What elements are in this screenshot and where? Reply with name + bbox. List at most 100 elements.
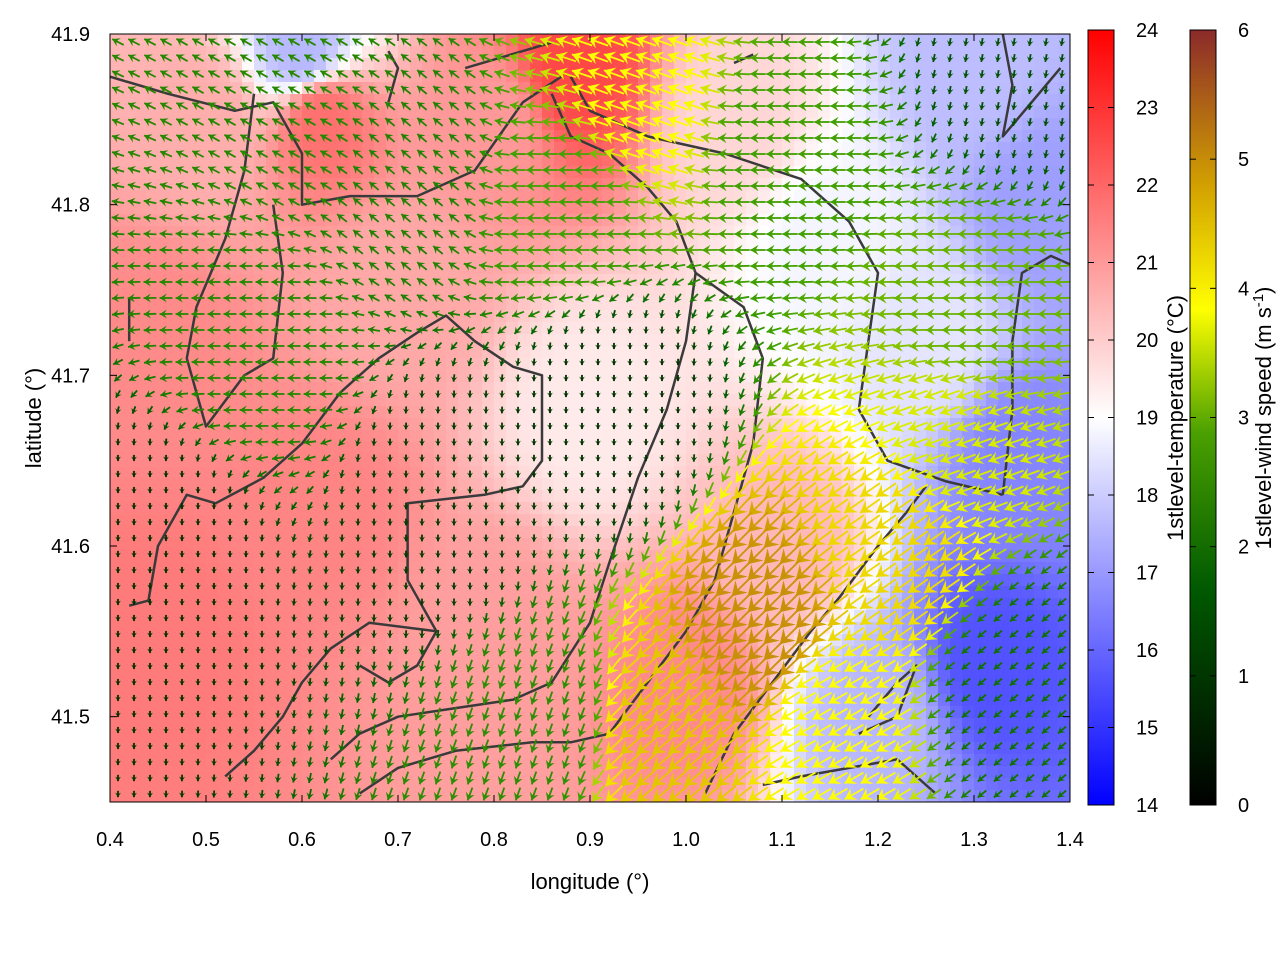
temperature-cell — [218, 742, 231, 755]
temperature-cell — [422, 346, 435, 359]
temperature-cell — [410, 574, 423, 587]
temperature-cell — [350, 526, 363, 539]
temperature-cell — [566, 454, 579, 467]
temperature-cell — [710, 394, 723, 407]
temperature-cell — [218, 502, 231, 515]
temperature-cell — [182, 766, 195, 779]
temperature-cell — [422, 454, 435, 467]
temperature-cell — [326, 562, 339, 575]
temperature-cell — [350, 454, 363, 467]
temperature-cell — [794, 190, 807, 203]
temperature-cell — [806, 166, 819, 179]
temperature-cell — [518, 574, 531, 587]
temperature-cell — [938, 622, 951, 635]
temperature-cell — [338, 550, 351, 563]
temperature-cell — [134, 718, 147, 731]
temperature-cell — [614, 466, 627, 479]
temperature-cell — [338, 490, 351, 503]
temperature-cell — [146, 466, 159, 479]
temperature-cell — [122, 430, 135, 443]
temperature-cell — [1010, 34, 1023, 47]
temperature-cell — [902, 34, 915, 47]
temperature-cell — [458, 454, 471, 467]
temperature-cell — [506, 538, 519, 551]
temperature-cell — [194, 646, 207, 659]
temperature-cell — [314, 526, 327, 539]
temperature-cell — [134, 706, 147, 719]
temperature-cell — [614, 226, 627, 239]
temperature-cell — [482, 466, 495, 479]
temperature-cell — [986, 574, 999, 587]
temperature-cell — [674, 322, 687, 335]
temperature-cell — [878, 334, 891, 347]
temperature-cell — [806, 130, 819, 143]
temperature-cell — [950, 34, 963, 47]
temperature-cell — [278, 322, 291, 335]
temperature-cell — [110, 670, 123, 683]
temperature-cell — [326, 310, 339, 323]
temperature-cell — [230, 670, 243, 683]
temperature-cell — [422, 142, 435, 155]
temperature-cell — [170, 610, 183, 623]
temperature-cell — [974, 190, 987, 203]
temperature-cell — [482, 442, 495, 455]
temperature-cell — [350, 658, 363, 671]
temperature-cell — [326, 718, 339, 731]
temperature-cell — [302, 634, 315, 647]
temperature-cell — [542, 358, 555, 371]
temperature-cell — [146, 706, 159, 719]
temperature-cell — [326, 550, 339, 563]
temperature-cell — [194, 34, 207, 47]
temperature-cell — [278, 46, 291, 59]
temperature-cell — [134, 622, 147, 635]
temperature-cell — [230, 598, 243, 611]
temperature-cell — [230, 310, 243, 323]
temperature-cell — [146, 526, 159, 539]
temperature-cell — [950, 310, 963, 323]
temperature-cell — [278, 778, 291, 791]
temperature-cell — [326, 622, 339, 635]
temperature-cell — [554, 574, 567, 587]
temperature-cell — [230, 262, 243, 275]
temperature-cell — [1022, 334, 1035, 347]
temperature-cell — [170, 742, 183, 755]
temperature-cell — [290, 778, 303, 791]
temperature-cell — [242, 718, 255, 731]
temperature-cell — [314, 202, 327, 215]
temperature-cell — [806, 262, 819, 275]
temperature-cell — [626, 430, 639, 443]
temperature-cell — [626, 310, 639, 323]
temperature-cell — [230, 58, 243, 71]
temperature-cell — [986, 34, 999, 47]
temperature-cell — [698, 430, 711, 443]
temperature-cell — [194, 634, 207, 647]
temperature-cell — [242, 34, 255, 47]
temperature-cell — [758, 130, 771, 143]
temperature-cell — [110, 610, 123, 623]
temperature-cell — [230, 718, 243, 731]
temperature-cell — [518, 538, 531, 551]
temperature-cell — [194, 562, 207, 575]
temperature-cell — [542, 106, 555, 119]
temperature-cell — [278, 670, 291, 683]
temperature-cell — [722, 94, 735, 107]
temperature-cell — [446, 454, 459, 467]
temperature-cell — [554, 502, 567, 515]
temperature-cell — [1046, 238, 1059, 251]
temperature-cell — [554, 466, 567, 479]
temperature-cell — [650, 346, 663, 359]
plot-area: 0.4 0.5 0.6 0.7 0.8 0.9 1.0 1.1 1.2 1.3 1.4 41.541… — [51, 24, 1084, 851]
temperature-cell — [614, 214, 627, 227]
temperature-cell — [422, 94, 435, 107]
temperature-cell — [674, 406, 687, 419]
temperature-cell — [470, 574, 483, 587]
temperature-cell — [710, 178, 723, 191]
temperature-cell — [1046, 94, 1059, 107]
temperature-cell — [182, 682, 195, 695]
temperature-cell — [602, 454, 615, 467]
temperature-cell — [806, 106, 819, 119]
temperature-cell — [386, 502, 399, 515]
temperature-cell — [158, 694, 171, 707]
temperature-cell — [386, 466, 399, 479]
temperature-cell — [206, 658, 219, 671]
